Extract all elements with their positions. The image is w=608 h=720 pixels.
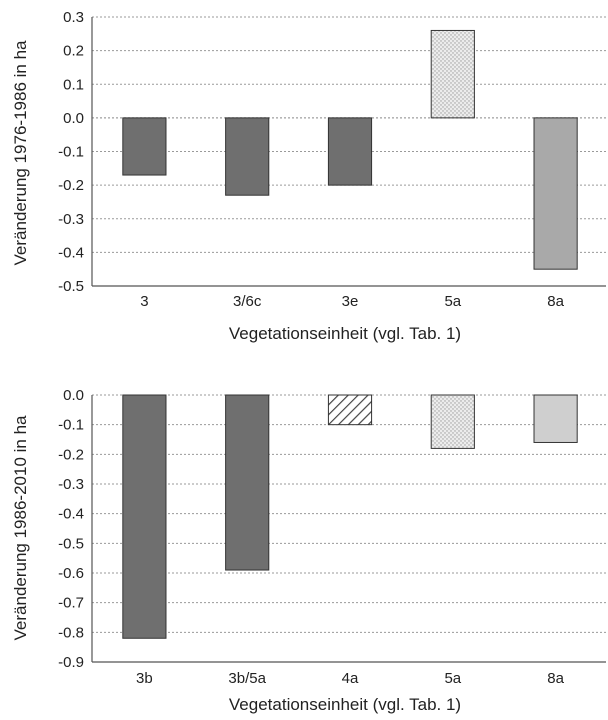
bar-8a bbox=[533, 117, 578, 270]
y-axis-title: Veränderung 1976-1986 in ha bbox=[11, 40, 30, 266]
x-tick-label: 3e bbox=[342, 293, 359, 310]
chart-1986-2010: 0.0-0.1-0.2-0.3-0.4-0.5-0.6-0.7-0.8-0.9 … bbox=[11, 387, 606, 714]
bar-3e bbox=[327, 117, 373, 186]
bar-8a bbox=[533, 394, 578, 443]
y-axis-title: Veränderung 1986-2010 in ha bbox=[11, 415, 30, 641]
y-tick-labels: 0.3 0.2 0.1 0.0 -0.1 -0.2 -0.3 -0.4 -0.5 bbox=[58, 9, 84, 295]
bars bbox=[122, 394, 578, 639]
y-tick-label: -0.1 bbox=[58, 144, 84, 161]
y-tick-label: -0.4 bbox=[58, 506, 84, 523]
y-tick-label: -0.7 bbox=[58, 595, 84, 612]
bar-3 bbox=[122, 117, 167, 176]
x-tick-label: 3/6c bbox=[233, 293, 262, 310]
x-tick-label: 5a bbox=[444, 293, 461, 310]
y-tick-label: -0.9 bbox=[58, 654, 84, 671]
y-tick-label: 0.1 bbox=[63, 76, 84, 93]
y-tick-label: -0.5 bbox=[58, 535, 84, 552]
bar-3b-5a bbox=[225, 394, 270, 571]
x-tick-label: 3 bbox=[140, 293, 148, 310]
bar-3b bbox=[122, 394, 167, 639]
x-tick-label: 3b bbox=[136, 670, 153, 687]
y-tick-label: -0.4 bbox=[58, 244, 84, 261]
y-tick-label: -0.1 bbox=[58, 417, 84, 434]
x-axis-title: Vegetationseinheit (vgl. Tab. 1) bbox=[229, 695, 461, 714]
y-tick-label: -0.2 bbox=[58, 446, 84, 463]
bar-3-6c bbox=[225, 117, 270, 196]
x-tick-label: 8a bbox=[547, 670, 564, 687]
y-tick-label: -0.3 bbox=[58, 211, 84, 228]
y-tick-label: -0.8 bbox=[58, 624, 84, 641]
x-tick-label: 8a bbox=[547, 293, 564, 310]
y-tick-label: -0.2 bbox=[58, 177, 84, 194]
bars bbox=[122, 29, 578, 270]
y-tick-labels: 0.0 -0.1 -0.2 -0.3 -0.4 -0.5 -0.6 -0.7 -0.8 -0.9 bbox=[58, 387, 84, 671]
y-tick-label: 0.3 bbox=[63, 9, 84, 26]
y-tick-label: -0.5 bbox=[58, 278, 84, 295]
chart-1976-1986: 0.3 0.2 0.1 0.0 -0.1 -0.2 -0.3 -0.4 -0.5 3 3/6c 3e… bbox=[11, 9, 606, 343]
x-tick-labels: 3b 3b/5a 4a 5a 8a bbox=[136, 670, 565, 687]
x-tick-label: 5a bbox=[444, 670, 461, 687]
bar-5a bbox=[430, 29, 475, 119]
x-tick-labels: 3 3/6c 3e 5a 8a bbox=[140, 293, 564, 310]
y-tick-label: -0.3 bbox=[58, 476, 84, 493]
y-tick-label: 0.0 bbox=[63, 110, 84, 127]
bar-5a bbox=[430, 394, 475, 449]
x-tick-label: 3b/5a bbox=[228, 670, 266, 687]
x-tick-label: 4a bbox=[342, 670, 359, 687]
gridlines bbox=[91, 394, 606, 663]
y-tick-label: -0.6 bbox=[58, 565, 84, 582]
x-axis-title: Vegetationseinheit (vgl. Tab. 1) bbox=[229, 324, 461, 343]
bar-4a bbox=[327, 394, 373, 426]
y-tick-label: 0.0 bbox=[63, 387, 84, 404]
y-tick-label: 0.2 bbox=[63, 43, 84, 60]
